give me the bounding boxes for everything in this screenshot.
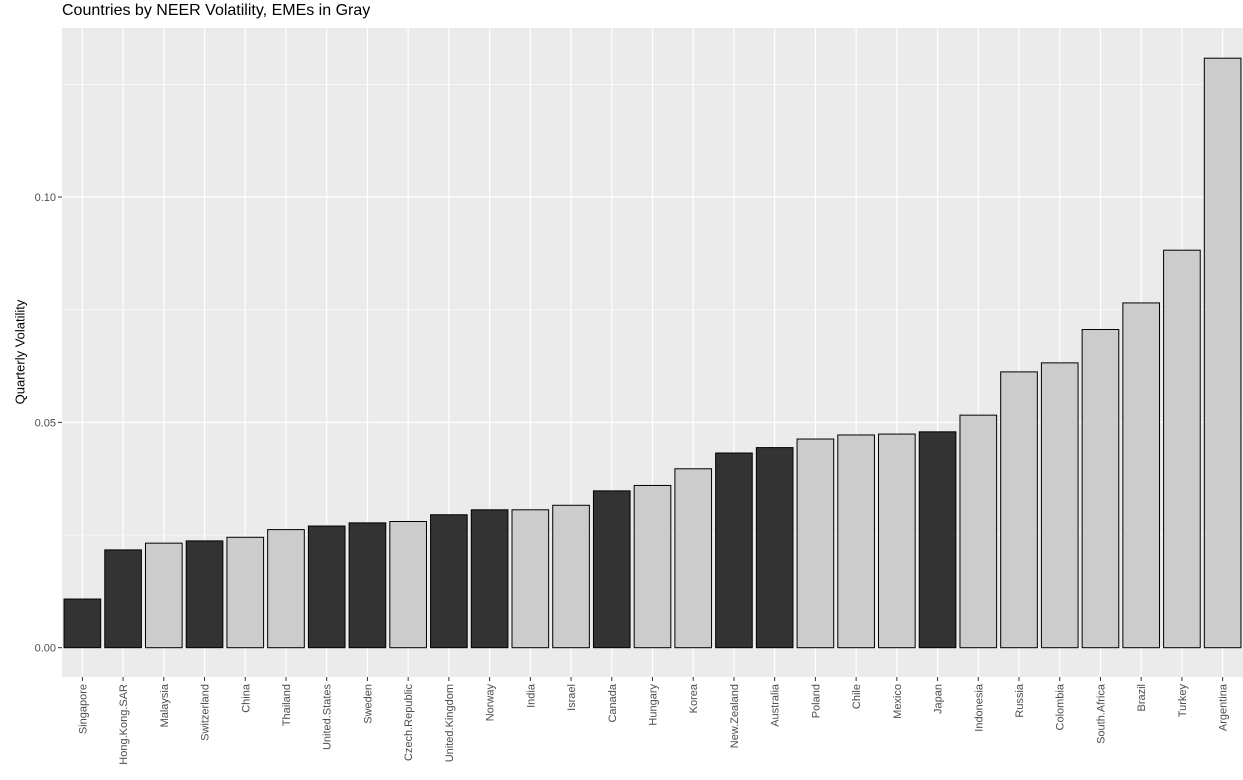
bar-united-states [307,525,346,649]
x-axis: Singapore Hong.Kong.SAR Malaysia Switzerlan… [77,677,1230,765]
x-tick-label: Turkey [1177,684,1189,718]
x-tick-label: United.States [322,684,334,751]
x-tick-label: Czech.Republic [403,684,415,762]
bar-turkey [1163,249,1201,649]
x-tick-label: Sweden [362,684,374,724]
bar-chile [837,434,875,649]
bar-south-africa [1081,329,1120,649]
bar-thailand [267,529,305,649]
y-tick-label: 0.10 [35,192,56,204]
x-tick-label: Indonesia [973,683,985,732]
bar-switzerland [185,540,224,649]
bar-sweden [348,522,387,649]
x-tick-label: Australia [770,683,782,727]
bar-new-zealand [715,452,753,649]
x-tick-label: Japan [933,684,945,714]
y-tick-label: 0.05 [35,417,56,429]
y-tick-label: 0.00 [35,643,56,655]
bar-united-kingdom [430,514,468,649]
bars [63,57,1242,649]
bar-mexico [878,433,916,649]
y-axis: 0.00 0.05 0.10 [35,192,62,655]
x-tick-label: Switzerland [200,684,212,741]
x-tick-label: India [525,683,537,708]
x-tick-label: Hong.Kong.SAR [118,684,130,765]
x-tick-label: Argentina [1218,683,1230,731]
bar-czech-republic [389,521,427,649]
x-tick-label: New.Zealand [729,684,741,748]
x-tick-label: Malaysia [159,683,171,727]
bar-singapore [63,598,102,649]
bar-hungary [633,484,672,649]
bar-japan [918,431,957,649]
bar-argentina [1203,57,1242,649]
bar-colombia [1040,362,1079,649]
bar-canada [592,490,631,649]
x-tick-label: Mexico [892,684,904,719]
bar-australia [755,447,794,649]
x-tick-label: China [240,683,252,713]
x-tick-label: Israel [566,684,578,711]
bar-brazil [1122,302,1161,649]
bar-indonesia [959,414,998,649]
x-tick-label: United.Kingdom [444,684,456,762]
x-tick-label: Poland [810,684,822,718]
x-tick-label: Thailand [281,684,293,726]
x-tick-label: Korea [688,683,700,713]
x-tick-label: Russia [1014,683,1026,718]
bar-hong-kong-sar [104,549,142,649]
bar-china [226,536,265,649]
x-tick-label: South.Africa [1095,683,1107,744]
bar-israel [552,504,590,649]
x-tick-label: Chile [851,684,863,709]
bar-malaysia [144,542,183,649]
x-tick-label: Colombia [1055,683,1067,730]
bar-norway [470,509,509,649]
bar-india [511,509,550,649]
bar-poland [796,438,835,649]
x-tick-label: Canada [607,683,619,722]
chart-title: Countries by NEER Volatility, EMEs in Gr… [62,2,371,19]
x-tick-label: Brazil [1136,684,1148,712]
bar-korea [674,468,713,649]
x-tick-label: Singapore [77,684,89,734]
x-tick-label: Hungary [648,684,660,726]
bar-russia [1000,371,1038,649]
x-tick-label: Norway [485,684,497,722]
